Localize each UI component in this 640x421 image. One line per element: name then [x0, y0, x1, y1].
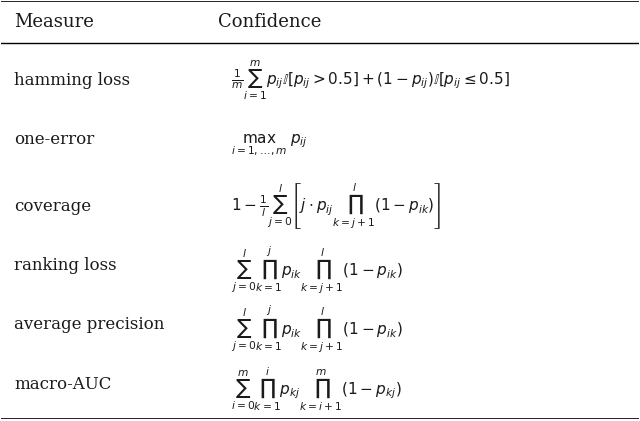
Text: macro-AUC: macro-AUC: [14, 376, 111, 393]
Text: Confidence: Confidence: [218, 13, 321, 32]
Text: $\frac{1}{m}\sum_{i=1}^{m} p_{ij}\mathbb{I}[p_{ij}>0.5]+(1-p_{ij})\mathbb{I}[p_{: $\frac{1}{m}\sum_{i=1}^{m} p_{ij}\mathbb…: [231, 59, 509, 102]
Text: $\underset{i=1,\ldots,m}{\max}\; p_{ij}$: $\underset{i=1,\ldots,m}{\max}\; p_{ij}$: [231, 132, 307, 157]
Text: $\sum_{j=0}^{l}\prod_{k=1}^{j} p_{ik}\prod_{k=j+1}^{l}(1-p_{ik})$: $\sum_{j=0}^{l}\prod_{k=1}^{j} p_{ik}\pr…: [231, 245, 403, 296]
Text: ranking loss: ranking loss: [14, 257, 116, 274]
Text: hamming loss: hamming loss: [14, 72, 131, 89]
Text: $\sum_{i=0}^{m}\prod_{k=1}^{i} p_{kj}\prod_{k=i+1}^{m}\left(1-p_{kj}\right)$: $\sum_{i=0}^{m}\prod_{k=1}^{i} p_{kj}\pr…: [231, 365, 401, 413]
Text: Measure: Measure: [14, 13, 94, 32]
Text: average precision: average precision: [14, 316, 164, 333]
Text: coverage: coverage: [14, 198, 92, 215]
Text: one-error: one-error: [14, 131, 94, 148]
Text: $\sum_{j=0}^{l}\prod_{k=1}^{j} p_{ik}\prod_{k=j+1}^{l}(1-p_{ik})$: $\sum_{j=0}^{l}\prod_{k=1}^{j} p_{ik}\pr…: [231, 304, 403, 355]
Text: $1-\frac{1}{l}\sum_{j=0}^{l}\left[j \cdot p_{ij}\prod_{k=j+1}^{l}(1-p_{ik})\righ: $1-\frac{1}{l}\sum_{j=0}^{l}\left[j \cdo…: [231, 181, 441, 231]
